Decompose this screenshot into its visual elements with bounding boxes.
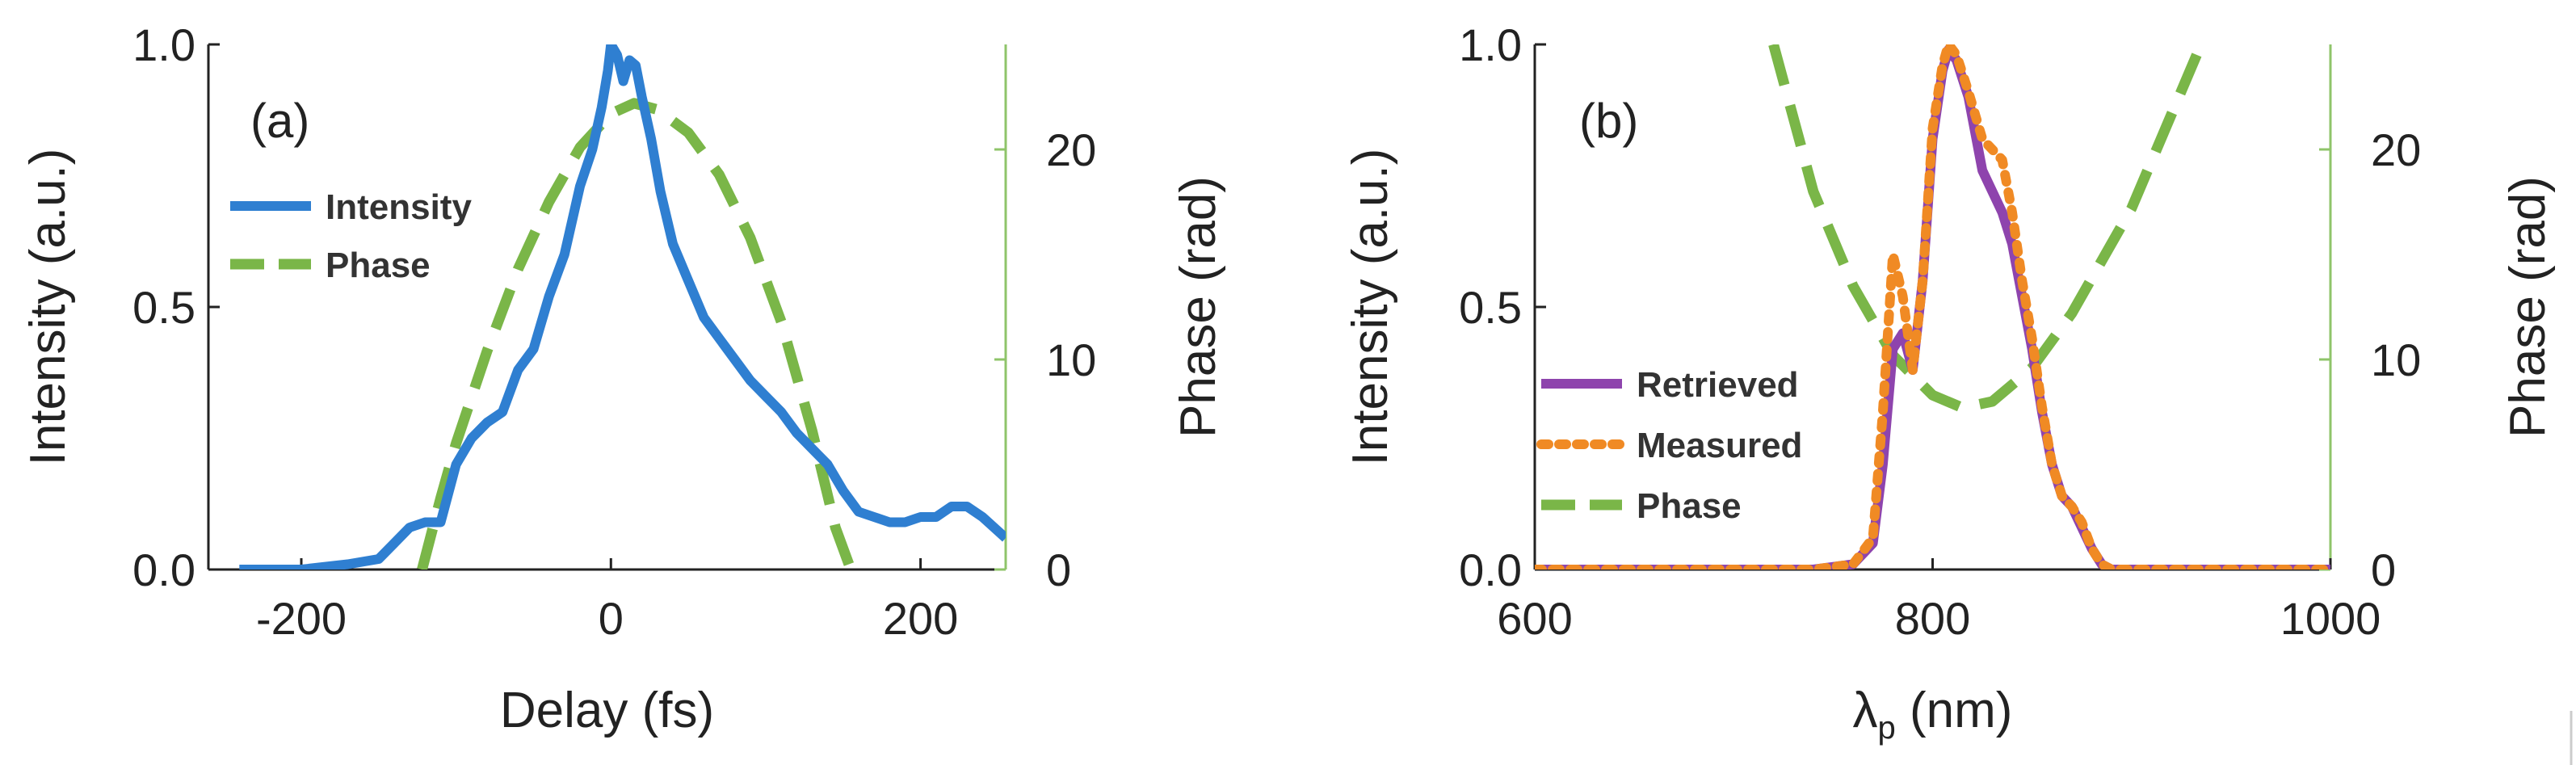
x-tick-label: 0 [599, 593, 624, 644]
y-tick-label: 0.5 [1459, 282, 1522, 333]
y2-tick-label: 0 [2371, 544, 2396, 595]
series-line-intensity [239, 44, 1006, 570]
y-axis-title: Intensity (a.u.) [1343, 149, 1398, 466]
panel-b-chart: 600 800 1000 0.0 0.5 1.0 0 10 20 Intensity (a.u.)… [1343, 19, 2556, 746]
y2-tick-label: 20 [1046, 124, 1096, 175]
x-axis-title: Delay (fs) [500, 683, 714, 738]
y-tick-label: 0.0 [132, 544, 195, 595]
x-tick-label: -200 [256, 593, 347, 644]
y-tick-label: 0.0 [1459, 544, 1522, 595]
x-axis-title-symbol: λ [1853, 683, 1878, 738]
y2-tick-label: 10 [1046, 334, 1096, 385]
y-axis-title: Intensity (a.u.) [20, 149, 76, 466]
y2-tick-label: 10 [2371, 334, 2421, 385]
series-line-phase [417, 98, 856, 570]
panel-label: (b) [1579, 94, 1638, 148]
y2-axis-title: Phase (rad) [1170, 176, 1226, 438]
x-tick-label: 200 [883, 593, 958, 644]
series-line-phase [1768, 44, 2206, 414]
legend-label-retrieved: Retrieved [1637, 365, 1799, 405]
x-tick-label: 600 [1497, 593, 1572, 644]
legend-label-phase: Phase [326, 246, 431, 285]
panel-a-chart: -200 0 200 0.0 0.5 1.0 0 10 20 Intensity (a.u.) Ph… [20, 19, 1226, 738]
x-tick-label: 1000 [2280, 593, 2381, 644]
x-tick-label: 800 [1895, 593, 1970, 644]
y2-tick-label: 20 [2371, 124, 2421, 175]
x-axis-title-subscript: p [1878, 710, 1896, 746]
x-axis-title-unit: (nm) [1896, 683, 2013, 738]
y2-axis-title: Phase (rad) [2500, 176, 2556, 438]
legend-label-measured: Measured [1637, 426, 1802, 465]
series-line-measured [1535, 44, 2330, 570]
y-tick-label: 0.5 [132, 282, 195, 333]
y-tick-label: 1.0 [132, 19, 195, 70]
panel-label: (a) [250, 94, 309, 148]
x-axis-title: λp (nm) [1853, 683, 2013, 746]
legend-label-phase: Phase [1637, 486, 1742, 526]
legend-label-intensity: Intensity [326, 187, 472, 227]
y-tick-label: 1.0 [1459, 19, 1522, 70]
y2-tick-label: 0 [1046, 544, 1071, 595]
